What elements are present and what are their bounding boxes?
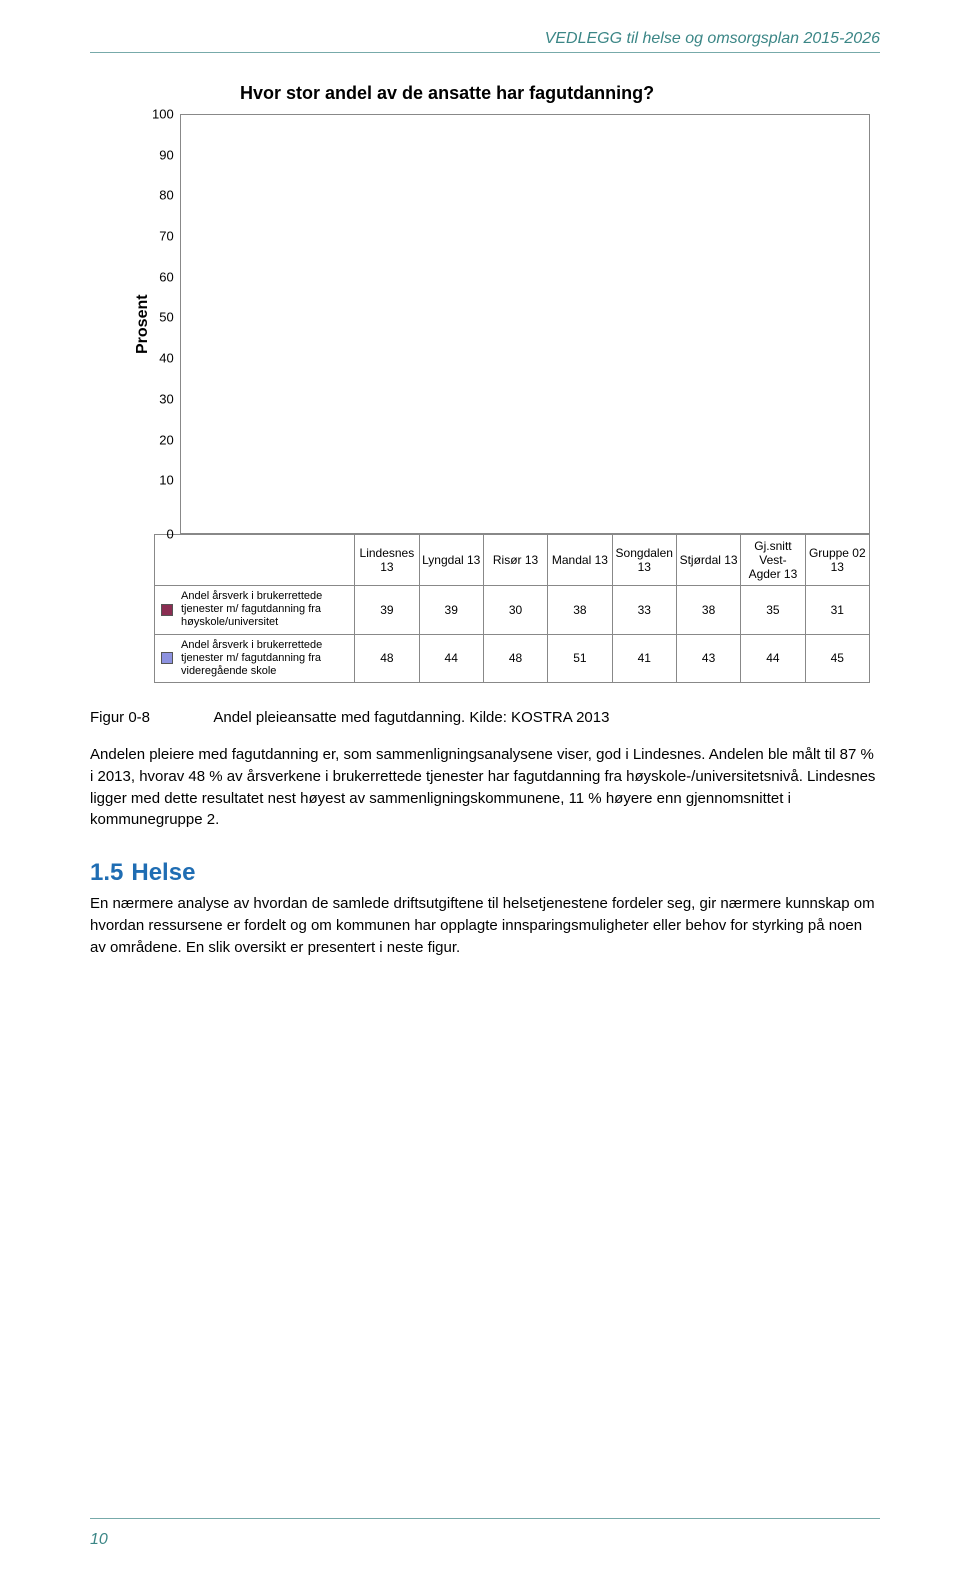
table-column-header: Mandal 13 [548,535,612,586]
y-tick-label: 0 [152,527,174,540]
figure-caption: Figur 0-8 Andel pleieansatte med fagutda… [90,709,880,726]
table-column-header: Stjørdal 13 [676,535,740,586]
y-tick-label: 30 [152,392,174,405]
section-title: Helse [131,859,195,886]
y-axis-ticks: 1009080706050403020100 [152,114,180,534]
table-cell: 44 [741,634,805,683]
table-cell: 33 [612,586,676,635]
y-tick-label: 70 [152,230,174,243]
series-label-text: Andel årsverk i brukerrettede tjenester … [181,639,322,677]
y-axis-label: Prosent [130,114,152,534]
table-cell: 45 [805,634,869,683]
chart-bars [181,115,869,533]
figure-caption-text: Andel pleieansatte med fagutdanning. Kil… [213,709,609,726]
paragraph-1: Andelen pleiere med fagutdanning er, som… [90,744,880,831]
table-cell: 39 [355,586,419,635]
y-tick-label: 20 [152,433,174,446]
y-tick-label: 100 [152,108,174,121]
table-row: Andel årsverk i brukerrettede tjenester … [155,586,870,635]
chart-title: Hvor stor andel av de ansatte har fagutd… [240,83,870,104]
table-column-header: Lyngdal 13 [419,535,483,586]
table-cell: 38 [548,586,612,635]
table-cell: 44 [419,634,483,683]
table-cell: 41 [612,634,676,683]
paragraph-2: En nærmere analyse av hvordan de samlede… [90,893,880,958]
table-cell: 35 [741,586,805,635]
chart-table-wrap: Lindesnes 13Lyngdal 13Risør 13Mandal 13S… [154,534,870,683]
chart-region: Hvor stor andel av de ansatte har fagutd… [130,83,870,683]
y-tick-label: 50 [152,311,174,324]
table-row: Andel årsverk i brukerrettede tjenester … [155,634,870,683]
table-cell: 39 [419,586,483,635]
y-tick-label: 80 [152,189,174,202]
page-number: 10 [90,1531,108,1549]
section-heading: 1.5 Helse [90,859,880,887]
header-rule [90,52,880,53]
table-cell: 38 [676,586,740,635]
y-tick-label: 60 [152,270,174,283]
y-tick-label: 90 [152,148,174,161]
figure-number: Figur 0-8 [90,709,210,726]
chart-plot [180,114,870,534]
series-label-cell: Andel årsverk i brukerrettede tjenester … [155,586,355,635]
table-column-header: Lindesnes 13 [355,535,419,586]
series-label-text: Andel årsverk i brukerrettede tjenester … [181,590,322,628]
table-cell: 31 [805,586,869,635]
table-cell: 48 [483,634,547,683]
table-cell: 30 [483,586,547,635]
legend-swatch [161,604,173,616]
chart-data-table: Lindesnes 13Lyngdal 13Risør 13Mandal 13S… [154,534,870,683]
series-label-cell: Andel årsverk i brukerrettede tjenester … [155,634,355,683]
page: VEDLEGG til helse og omsorgsplan 2015-20… [0,0,960,1589]
table-column-header: Songdalen 13 [612,535,676,586]
table-column-header: Risør 13 [483,535,547,586]
table-column-header: Gruppe 02 13 [805,535,869,586]
table-header-row: Lindesnes 13Lyngdal 13Risør 13Mandal 13S… [155,535,870,586]
y-tick-label: 10 [152,474,174,487]
table-cell: 43 [676,634,740,683]
table-header-blank [155,535,355,586]
table-cell: 48 [355,634,419,683]
table-column-header: Gj.snitt Vest-Agder 13 [741,535,805,586]
table-cell: 51 [548,634,612,683]
section-number: 1.5 [90,859,123,886]
footer-rule [90,1518,880,1519]
chart-area: Prosent 1009080706050403020100 [130,114,870,534]
y-tick-label: 40 [152,352,174,365]
running-header: VEDLEGG til helse og omsorgsplan 2015-20… [90,30,880,48]
legend-swatch [161,652,173,664]
